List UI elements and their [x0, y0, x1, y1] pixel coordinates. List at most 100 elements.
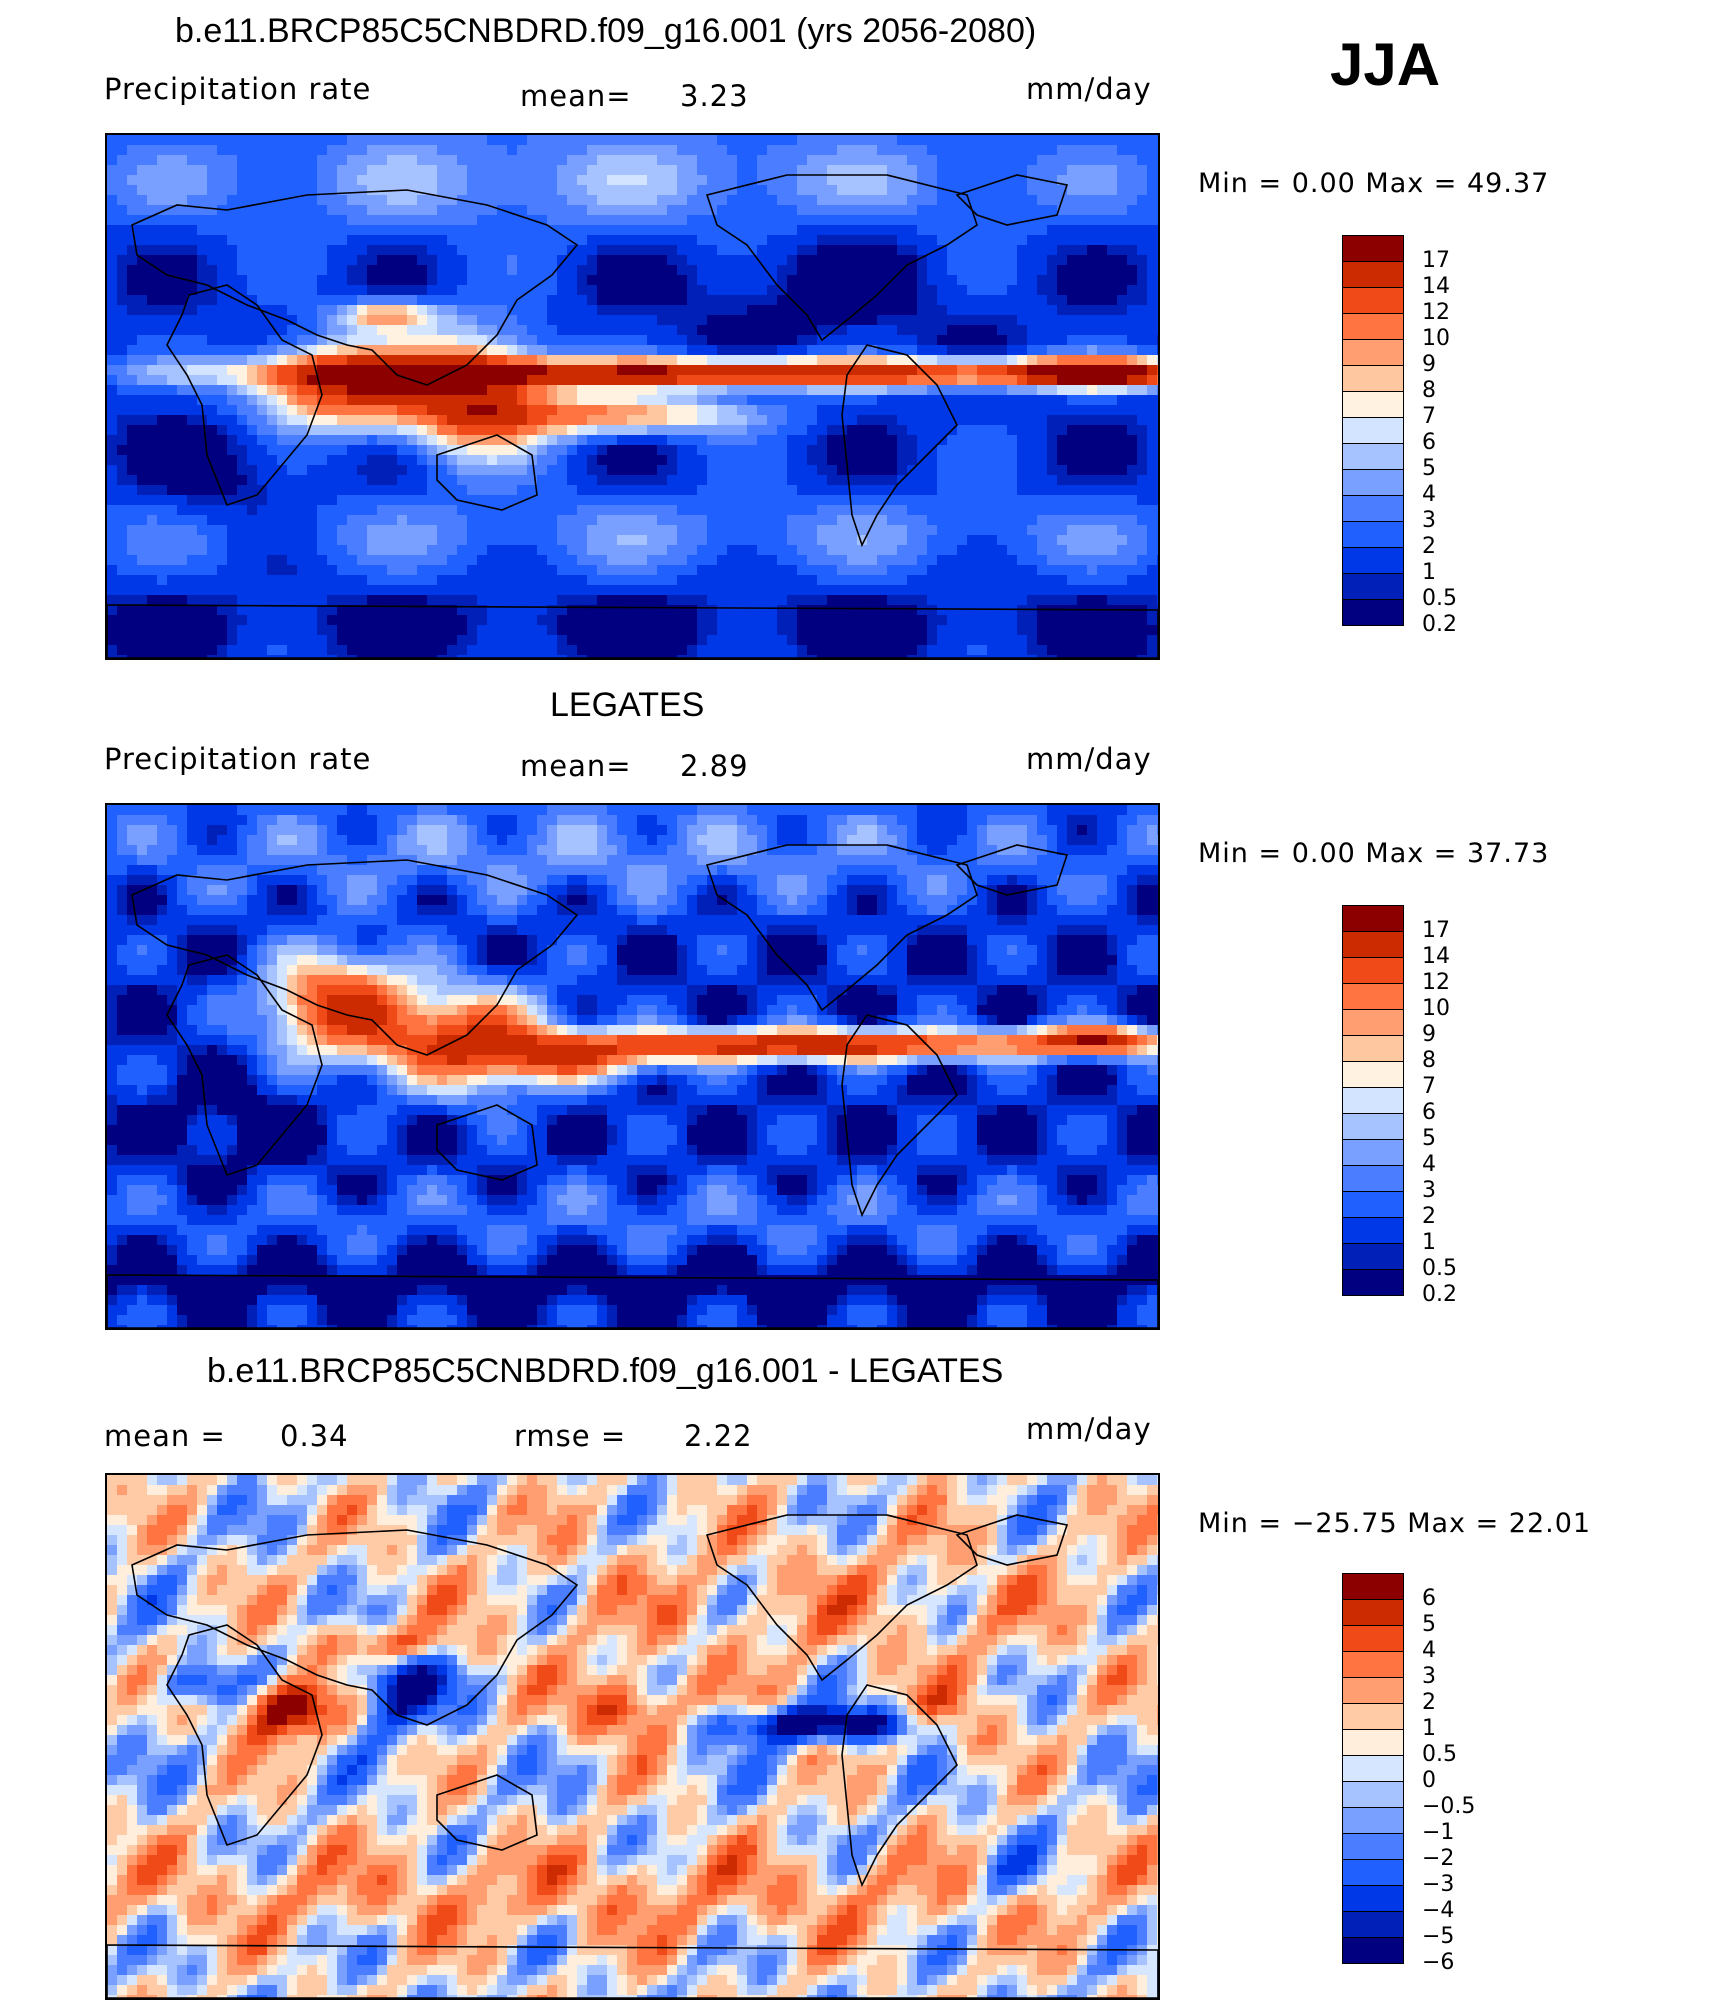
field-cell: [107, 155, 118, 166]
field-cell: [827, 295, 838, 306]
field-cell: [217, 265, 228, 276]
field-cell: [467, 515, 478, 526]
field-cell: [357, 395, 368, 406]
field-cell: [387, 205, 398, 216]
field-cell: [957, 435, 968, 446]
field-cell: [1127, 335, 1138, 346]
field-cell: [1087, 385, 1098, 396]
field-cell: [937, 505, 948, 516]
field-cell: [207, 485, 218, 496]
field-cell: [557, 165, 568, 176]
field-cell: [657, 325, 668, 336]
field-cell: [427, 555, 438, 566]
field-cell: [507, 525, 518, 536]
field-cell: [907, 495, 918, 506]
field-cell: [1027, 555, 1038, 566]
field-cell: [497, 145, 508, 156]
field-cell: [667, 325, 678, 336]
field-cell: [857, 235, 868, 246]
field-cell: [277, 365, 288, 376]
field-cell: [1037, 375, 1048, 386]
field-cell: [527, 335, 538, 346]
field-cell: [837, 485, 848, 496]
field-cell: [1077, 305, 1088, 316]
field-cell: [187, 225, 198, 236]
field-cell: [117, 165, 128, 176]
field-cell: [1007, 265, 1018, 276]
field-cell: [437, 375, 448, 386]
field-cell: [717, 535, 728, 546]
field-cell: [997, 275, 1008, 286]
field-cell: [377, 435, 388, 446]
field-cell: [107, 365, 118, 376]
field-cell: [607, 245, 618, 256]
field-cell: [687, 255, 698, 266]
field-cell: [197, 275, 208, 286]
field-cell: [217, 415, 228, 426]
field-cell: [827, 585, 838, 596]
field-cell: [757, 535, 768, 546]
field-cell: [717, 205, 728, 216]
field-cell: [377, 195, 388, 206]
field-cell: [277, 295, 288, 306]
field-cell: [967, 195, 978, 206]
field-cell: [877, 345, 888, 356]
field-cell: [507, 325, 518, 336]
field-cell: [367, 315, 378, 326]
field-cell: [427, 205, 438, 216]
field-cell: [807, 495, 818, 506]
field-cell: [1017, 305, 1028, 316]
field-cell: [797, 165, 808, 176]
field-cell: [1137, 545, 1148, 556]
field-cell: [147, 525, 158, 536]
field-cell: [1137, 565, 1148, 576]
field-cell: [477, 185, 488, 196]
field-cell: [357, 275, 368, 286]
field-cell: [837, 135, 848, 146]
field-cell: [607, 405, 618, 416]
field-cell: [897, 135, 908, 146]
field-cell: [887, 365, 898, 376]
field-cell: [887, 185, 898, 196]
field-cell: [987, 415, 998, 426]
field-cell: [807, 165, 818, 176]
field-cell: [757, 525, 768, 536]
field-cell: [397, 245, 408, 256]
field-cell: [867, 185, 878, 196]
field-cell: [877, 425, 888, 436]
field-cell: [317, 335, 328, 346]
field-cell: [117, 535, 128, 546]
field-cell: [777, 205, 788, 216]
field-cell: [877, 365, 888, 376]
field-cell: [227, 515, 238, 526]
field-cell: [457, 475, 468, 486]
field-cell: [357, 495, 368, 506]
field-cell: [1077, 325, 1088, 336]
field-cell: [937, 375, 948, 386]
field-cell: [997, 585, 1008, 596]
field-cell: [337, 515, 348, 526]
field-cell: [177, 495, 188, 506]
field-cell: [327, 555, 338, 566]
field-cell: [1157, 585, 1158, 596]
field-cell: [117, 385, 128, 396]
field-cell: [637, 185, 648, 196]
field-cell: [367, 275, 378, 286]
field-cell: [497, 565, 508, 576]
field-cell: [557, 235, 568, 246]
field-cell: [1047, 465, 1058, 476]
field-cell: [357, 255, 368, 266]
field-cell: [557, 435, 568, 446]
field-cell: [707, 515, 718, 526]
field-cell: [767, 275, 778, 286]
field-cell: [1037, 335, 1048, 346]
field-cell: [127, 435, 138, 446]
field-cell: [1057, 535, 1068, 546]
field-cell: [1037, 425, 1048, 436]
field-cell: [237, 525, 248, 536]
field-cell: [657, 245, 668, 256]
field-cell: [977, 175, 988, 186]
field-cell: [887, 475, 898, 486]
field-cell: [187, 155, 198, 166]
field-cell: [607, 575, 618, 586]
